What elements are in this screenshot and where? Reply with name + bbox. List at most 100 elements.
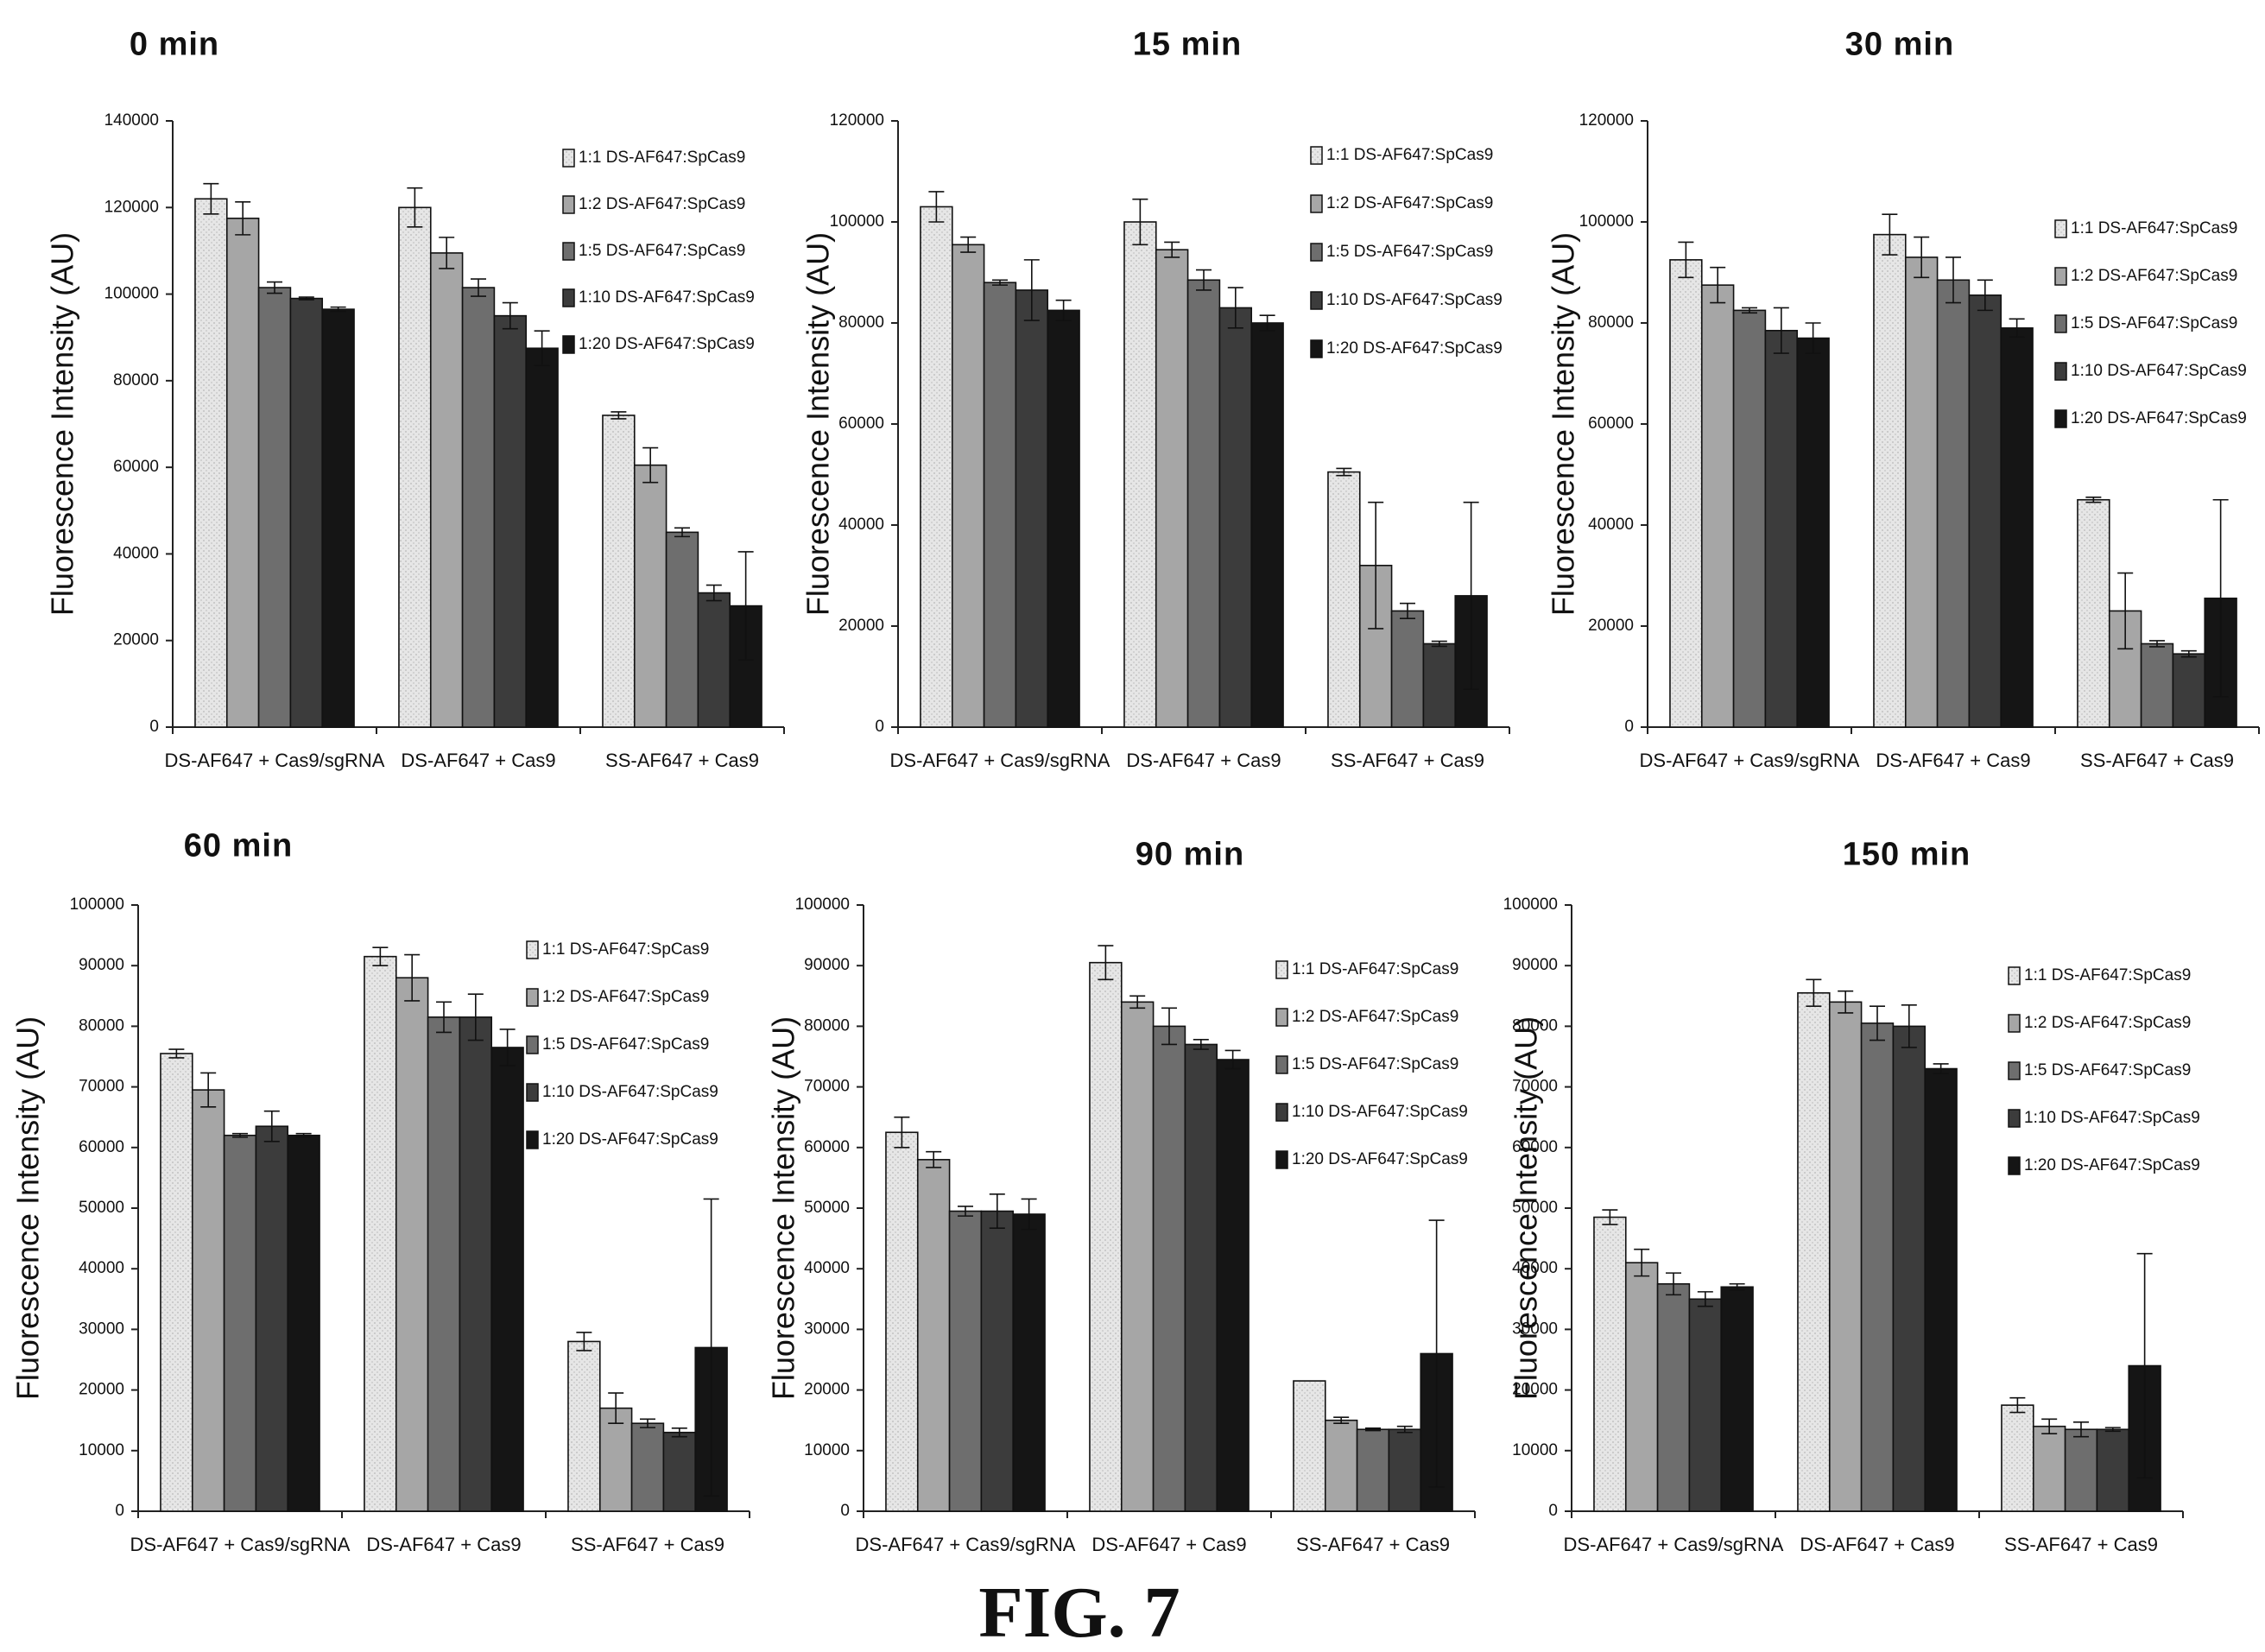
- legend-label: 1:2 DS-AF647:SpCas9: [542, 988, 709, 1006]
- y-tick-label: 40000: [113, 544, 159, 562]
- legend-swatch: [2054, 267, 2067, 286]
- y-tick-label: 50000: [79, 1199, 124, 1217]
- y-tick-label: 40000: [1512, 1259, 1558, 1277]
- y-tick-label: 90000: [79, 956, 124, 974]
- y-tick-label: 100000: [830, 212, 884, 231]
- y-tick-label: 60000: [79, 1138, 124, 1156]
- legend-label: 1:10 DS-AF647:SpCas9: [542, 1083, 718, 1101]
- y-tick-label: 140000: [104, 111, 159, 130]
- legend-label: 1:2 DS-AF647:SpCas9: [2024, 1014, 2191, 1032]
- bar: [1904, 256, 1939, 728]
- bar: [920, 206, 953, 728]
- legend-swatch: [526, 940, 539, 959]
- legend-label: 1:5 DS-AF647:SpCas9: [2071, 314, 2237, 332]
- bar: [1924, 1067, 1958, 1512]
- bar: [191, 1089, 225, 1512]
- bar: [1155, 249, 1189, 728]
- legend-label: 1:20 DS-AF647:SpCas9: [542, 1130, 718, 1149]
- bar: [2001, 1404, 2034, 1512]
- bar: [1012, 1213, 1046, 1512]
- legend-label: 1:20 DS-AF647:SpCas9: [579, 335, 755, 353]
- bar: [1123, 221, 1157, 728]
- legend-swatch: [526, 1130, 539, 1149]
- bar: [983, 282, 1017, 728]
- y-tick-label: 30000: [79, 1320, 124, 1338]
- y-tick-label: 60000: [113, 458, 159, 476]
- bar: [1700, 284, 1735, 728]
- y-tick-label: 20000: [1588, 617, 1634, 635]
- category-label: DS-AF647 + Cas9: [1126, 750, 1281, 771]
- y-tick-label: 120000: [104, 198, 159, 216]
- chart-title: 15 min: [1133, 26, 1242, 62]
- figure-label: FIG. 7: [978, 1573, 1180, 1652]
- legend-label: 1:10 DS-AF647:SpCas9: [1292, 1103, 1468, 1121]
- y-tick-label: 60000: [1588, 415, 1634, 433]
- bar: [1796, 337, 1830, 728]
- category-label: DS-AF647 + Cas9: [1800, 1534, 1954, 1555]
- bar: [630, 1422, 665, 1512]
- bar: [2172, 653, 2206, 728]
- legend-swatch: [1310, 291, 1323, 310]
- legend-swatch: [1275, 960, 1288, 979]
- category-label: DS-AF647 + Cas9: [1091, 1534, 1246, 1555]
- y-tick-label: 10000: [79, 1441, 124, 1459]
- y-tick-label: 100000: [70, 896, 124, 914]
- bar: [2096, 1428, 2130, 1512]
- legend-label: 1:5 DS-AF647:SpCas9: [579, 242, 745, 260]
- y-tick-label: 40000: [838, 516, 884, 534]
- bar: [948, 1210, 983, 1512]
- category-label: DS-AF647 + Cas9/sgRNA: [856, 1534, 1076, 1555]
- y-tick-label: 50000: [1512, 1199, 1558, 1217]
- bar: [493, 314, 528, 728]
- chart-panel-3: 60 min Fluorescence Intensity (AU) 0 10000 2…: [10, 827, 750, 1555]
- y-tick-label: 100000: [1503, 896, 1558, 914]
- bar: [1152, 1025, 1186, 1512]
- legend-label: 1:10 DS-AF647:SpCas9: [2071, 362, 2247, 380]
- y-tick-label: 90000: [804, 956, 850, 974]
- y-tick-label: 100000: [1579, 212, 1634, 231]
- y-tick-label: 0: [1548, 1502, 1558, 1520]
- legend-label: 1:10 DS-AF647:SpCas9: [1326, 291, 1503, 309]
- bar: [461, 287, 496, 728]
- bar: [1120, 1001, 1155, 1512]
- bar: [633, 464, 667, 728]
- legend-swatch: [562, 242, 575, 261]
- bar: [2140, 642, 2174, 728]
- bar: [1390, 610, 1425, 728]
- category-label: DS-AF647 + Cas9/sgRNA: [1640, 750, 1860, 771]
- category-label: SS-AF647 + Cas9: [2080, 750, 2234, 771]
- bar: [1732, 309, 1767, 728]
- legend-swatch: [2008, 1156, 2021, 1175]
- y-tick-label: 50000: [804, 1199, 850, 1217]
- chart-title: 90 min: [1136, 836, 1244, 872]
- bar: [1669, 259, 1703, 728]
- bar: [951, 244, 985, 728]
- bar: [1250, 322, 1284, 728]
- bar: [1186, 279, 1221, 728]
- bar: [225, 218, 260, 728]
- chart-panel-2: 30 min Fluorescence Intensity (AU) 0 20000 4…: [1546, 26, 2260, 771]
- legend-label: 1:1 DS-AF647:SpCas9: [1292, 960, 1458, 978]
- category-label: SS-AF647 + Cas9: [2004, 1534, 2158, 1555]
- legend-label: 1:2 DS-AF647:SpCas9: [2071, 267, 2237, 285]
- y-tick-label: 20000: [113, 631, 159, 649]
- bar: [1293, 1380, 1326, 1512]
- legend-swatch: [562, 288, 575, 307]
- y-tick-label: 20000: [838, 617, 884, 635]
- bar: [1324, 1419, 1358, 1512]
- bar: [1688, 1298, 1723, 1512]
- chart-panel-1: 15 min Fluorescence Intensity (AU) 0 20000 4…: [800, 26, 1510, 771]
- bar: [255, 1125, 289, 1512]
- bar: [194, 198, 228, 728]
- legend-swatch: [2054, 362, 2067, 381]
- y-tick-label: 0: [1624, 718, 1634, 736]
- bar: [1656, 1282, 1691, 1512]
- legend-label: 1:5 DS-AF647:SpCas9: [1292, 1055, 1458, 1073]
- bar: [429, 252, 464, 728]
- y-tick-label: 0: [149, 718, 159, 736]
- bar: [1184, 1043, 1218, 1512]
- bar: [223, 1134, 257, 1512]
- legend-label: 1:1 DS-AF647:SpCas9: [2071, 219, 2237, 237]
- bar: [321, 308, 355, 728]
- legend-label: 1:1 DS-AF647:SpCas9: [2024, 966, 2191, 984]
